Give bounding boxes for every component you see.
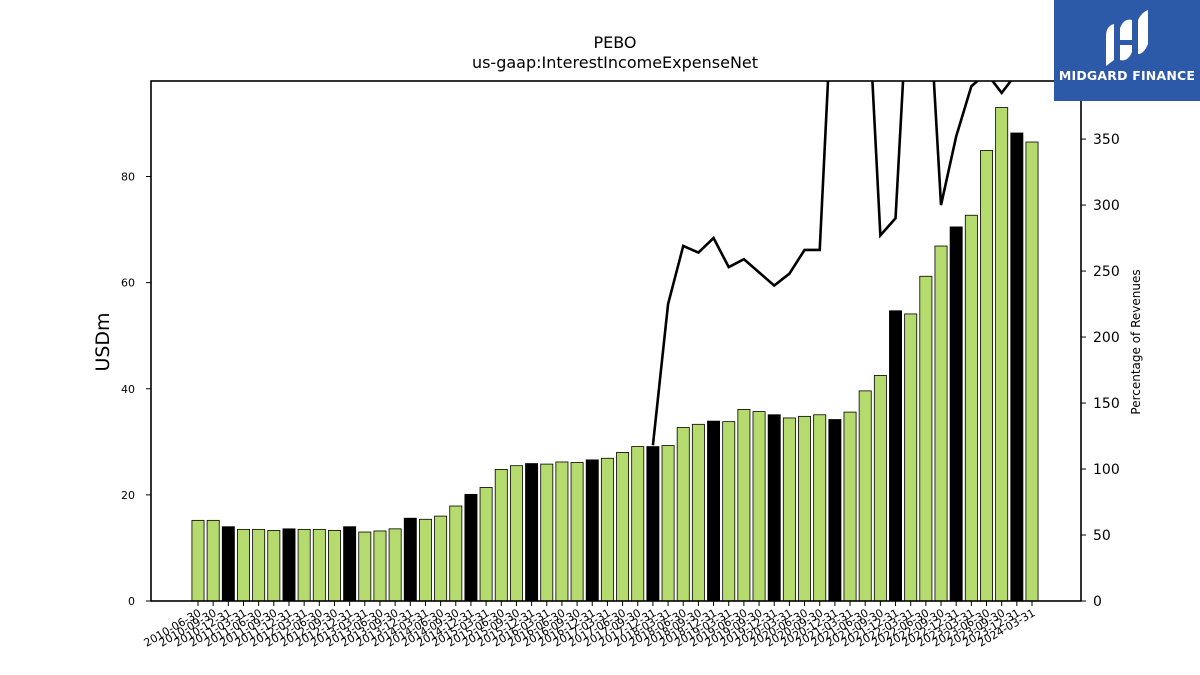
bar-2017-12-31: [646, 446, 660, 602]
bar-2017-06-30: [616, 452, 630, 602]
plot-frame: [150, 80, 1082, 602]
y2-tick-label: 200: [1093, 330, 1120, 346]
bar-2021-12-31: [889, 310, 902, 602]
midgard-m-logo-icon: [1106, 10, 1148, 66]
bar-2013-06-30: [373, 530, 387, 602]
bar-2017-09-30: [631, 446, 645, 602]
brand-logo-text: MIDGARD FINANCE: [1058, 68, 1196, 83]
bar-2015-03-31: [479, 487, 493, 602]
bar-2022-06-30: [919, 275, 933, 602]
y-tick-label: 60: [121, 277, 135, 290]
bar-2020-06-30: [798, 415, 812, 602]
y-axis-right: 0 50 100 150 200 250 300 350: [1081, 132, 1120, 610]
bar-2011-06-30: [252, 528, 266, 602]
y-tick-label: 80: [121, 171, 135, 184]
bar-2021-06-30: [858, 390, 872, 602]
y-tick-label: 0: [128, 595, 135, 608]
bar-2019-09-30: [752, 411, 766, 602]
bar-2023-12-31: [1010, 132, 1024, 602]
bar-2014-09-30: [449, 505, 463, 602]
y2-tick-label: 50: [1093, 528, 1111, 544]
y2-tick-label: 300: [1093, 198, 1120, 214]
bar-2016-09-30: [570, 462, 584, 602]
bar-2010-12-31: [221, 526, 235, 602]
bar-2013-12-31: [403, 517, 417, 602]
bar-2020-03-31: [782, 417, 796, 602]
bar-2014-06-30: [434, 515, 448, 602]
y2-tick-label: 250: [1093, 264, 1120, 280]
bar-2011-09-30: [267, 530, 281, 602]
ratio-line-group: [651, 81, 1013, 446]
bar-2019-03-31: [722, 421, 736, 602]
bar-2012-03-31: [297, 528, 311, 602]
brand-logo: MIDGARD FINANCE: [1054, 0, 1200, 101]
y2-axis-label: Percentage of Revenues: [1129, 269, 1143, 414]
bar-2015-06-30: [494, 469, 508, 602]
bar-2017-03-31: [600, 457, 614, 602]
chart-subtitle: us-gaap:InterestIncomeExpenseNet: [472, 53, 758, 72]
bar-2016-06-30: [555, 461, 569, 602]
y-tick-label: 20: [121, 489, 135, 502]
bar-2022-09-30: [934, 245, 948, 602]
bar-2018-12-31: [707, 420, 721, 602]
bar-2016-03-31: [540, 463, 554, 602]
bar-2014-12-31: [464, 493, 478, 602]
y-axis-label: USDm: [92, 312, 114, 371]
bar-2015-12-31: [525, 463, 539, 602]
bar-2012-09-30: [328, 530, 341, 602]
y2-tick-label: 100: [1093, 462, 1120, 478]
bar-2012-06-30: [312, 528, 326, 602]
chart-title: PEBO: [593, 33, 636, 52]
bar-2023-09-30: [995, 107, 1009, 602]
bar-2019-06-30: [737, 409, 751, 602]
bar-2023-03-31: [964, 214, 978, 602]
y2-tick-label: 150: [1093, 396, 1120, 412]
bars-group: [191, 107, 1039, 602]
bar-2013-09-30: [388, 528, 402, 602]
bar-2016-12-31: [585, 459, 599, 602]
y-axis-left: 0 20 40 60 80: [121, 171, 151, 608]
x-axis: 2010-06-302010-09-302010-12-312011-03-31…: [142, 601, 1038, 650]
bar-2019-12-31: [767, 414, 781, 602]
bar-2011-03-31: [237, 528, 250, 602]
bar-2012-12-31: [343, 526, 357, 602]
bar-2022-12-31: [949, 226, 963, 602]
bar-2018-06-30: [676, 427, 690, 602]
bar-2024-03-31: [1025, 141, 1039, 602]
bar-2015-09-30: [509, 465, 523, 602]
y-tick-label: 40: [121, 383, 135, 396]
y2-tick-label: 350: [1093, 132, 1120, 148]
ratio-line: [651, 81, 1013, 446]
bar-2022-03-31: [904, 313, 918, 602]
bar-2021-09-30: [873, 375, 887, 602]
bar-2018-03-31: [661, 445, 675, 602]
bar-2020-09-30: [813, 414, 827, 602]
bar-2021-03-31: [843, 411, 857, 602]
bar-2013-03-31: [358, 531, 372, 602]
bar-2011-12-31: [282, 528, 296, 602]
bar-2018-09-30: [691, 423, 705, 602]
y2-tick-label: 0: [1093, 594, 1102, 610]
bar-2014-03-31: [418, 518, 432, 602]
bar-2010-06-30: [191, 519, 205, 602]
bar-2023-06-30: [980, 150, 993, 602]
bar-2010-09-30: [206, 519, 220, 602]
bar-2020-12-31: [828, 419, 842, 602]
